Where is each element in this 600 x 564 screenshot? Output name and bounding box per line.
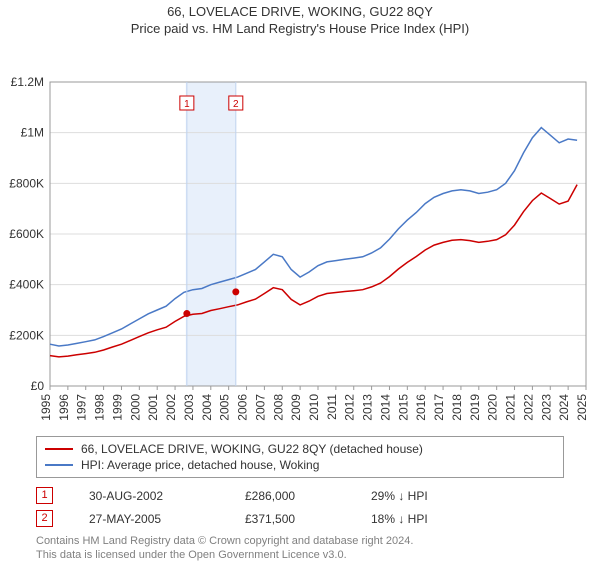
sale-date: 27-MAY-2005	[89, 512, 209, 526]
legend-swatch	[45, 464, 73, 466]
svg-text:1995: 1995	[39, 394, 53, 421]
svg-text:2009: 2009	[289, 394, 303, 421]
legend-label: 66, LOVELACE DRIVE, WOKING, GU22 8QY (de…	[81, 442, 423, 456]
sale-row: 2 27-MAY-2005 £371,500 18% ↓ HPI	[36, 507, 564, 530]
svg-text:1996: 1996	[57, 394, 71, 421]
svg-text:2017: 2017	[432, 394, 446, 421]
svg-text:2020: 2020	[486, 394, 500, 421]
legend-swatch	[45, 448, 73, 450]
svg-text:£600K: £600K	[9, 227, 44, 241]
legend-row: HPI: Average price, detached house, Woki…	[45, 457, 555, 473]
legend-label: HPI: Average price, detached house, Woki…	[81, 458, 319, 472]
sale-events-table: 1 30-AUG-2002 £286,000 29% ↓ HPI 2 27-MAY-200…	[36, 484, 564, 530]
svg-text:2007: 2007	[253, 394, 267, 421]
sale-delta: 18% ↓ HPI	[371, 512, 428, 526]
svg-text:2021: 2021	[504, 394, 518, 421]
svg-text:2005: 2005	[218, 394, 232, 421]
svg-text:£400K: £400K	[9, 278, 44, 292]
svg-text:2013: 2013	[361, 394, 375, 421]
chart-subtitle: Price paid vs. HM Land Registry's House …	[0, 21, 600, 36]
legend-row: 66, LOVELACE DRIVE, WOKING, GU22 8QY (de…	[45, 441, 555, 457]
footnote-line-2: This data is licensed under the Open Gov…	[36, 548, 564, 562]
svg-text:2006: 2006	[236, 394, 250, 421]
chart-title: 66, LOVELACE DRIVE, WOKING, GU22 8QY	[0, 4, 600, 19]
svg-text:2003: 2003	[182, 394, 196, 421]
svg-text:£0: £0	[31, 379, 45, 393]
sale-row: 1 30-AUG-2002 £286,000 29% ↓ HPI	[36, 484, 564, 507]
chart-area: £0 £200K £400K £600K £800K £1M £1.2M 1995 1996 19…	[0, 36, 600, 432]
svg-text:£200K: £200K	[9, 328, 44, 342]
svg-text:2000: 2000	[128, 394, 142, 421]
svg-text:2002: 2002	[164, 394, 178, 421]
svg-text:£1M: £1M	[21, 126, 44, 140]
svg-text:2016: 2016	[414, 394, 428, 421]
svg-text:2024: 2024	[557, 394, 571, 421]
svg-text:2018: 2018	[450, 394, 464, 421]
sale-delta: 29% ↓ HPI	[371, 489, 428, 503]
svg-text:1999: 1999	[110, 394, 124, 421]
sale-badge: 1	[36, 487, 53, 504]
sale-date: 30-AUG-2002	[89, 489, 209, 503]
svg-text:1997: 1997	[75, 394, 89, 421]
svg-text:2025: 2025	[575, 394, 589, 421]
svg-text:2023: 2023	[539, 394, 553, 421]
sale-price: £286,000	[245, 489, 335, 503]
svg-text:2001: 2001	[146, 394, 160, 421]
svg-text:£800K: £800K	[9, 176, 44, 190]
svg-text:1: 1	[184, 99, 190, 110]
svg-text:2019: 2019	[468, 394, 482, 421]
legend: 66, LOVELACE DRIVE, WOKING, GU22 8QY (de…	[36, 436, 564, 478]
svg-text:2015: 2015	[396, 394, 410, 421]
svg-text:2008: 2008	[271, 394, 285, 421]
svg-text:£1.2M: £1.2M	[11, 75, 44, 89]
svg-text:2010: 2010	[307, 394, 321, 421]
svg-text:2004: 2004	[200, 394, 214, 421]
svg-text:1998: 1998	[93, 394, 107, 421]
svg-text:2: 2	[233, 99, 239, 110]
svg-text:2012: 2012	[343, 394, 357, 421]
footnote: Contains HM Land Registry data © Crown c…	[36, 534, 564, 563]
svg-text:2022: 2022	[521, 394, 535, 421]
sale-badge: 2	[36, 510, 53, 527]
chart-svg: £0 £200K £400K £600K £800K £1M £1.2M 1995 1996 19…	[0, 36, 600, 432]
svg-text:2014: 2014	[378, 394, 392, 421]
svg-text:2011: 2011	[325, 394, 339, 420]
footnote-line-1: Contains HM Land Registry data © Crown c…	[36, 534, 564, 548]
sale-price: £371,500	[245, 512, 335, 526]
